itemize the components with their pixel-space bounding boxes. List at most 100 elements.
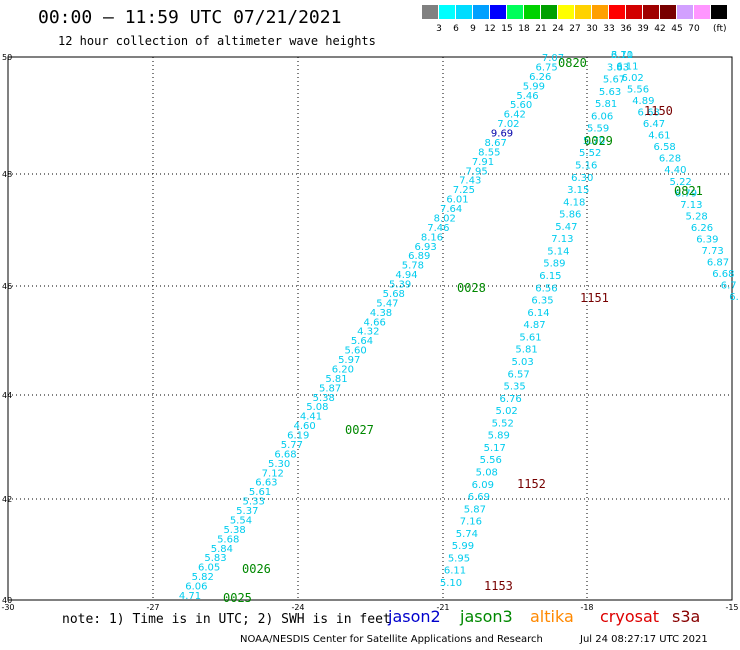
wave-height-value: 4.94 (395, 270, 417, 281)
wave-height-value: 6.19 (287, 431, 309, 442)
wave-height-value: 3.70 (611, 50, 633, 61)
wave-height-value: 5.47 (555, 222, 577, 233)
wave-height-value: 5.14 (547, 246, 569, 257)
wave-height-value: 5.17 (484, 443, 506, 454)
lat-label: 46 (2, 282, 12, 291)
lat-label: 42 (2, 495, 12, 504)
wave-height-value: 7.91 (472, 157, 494, 168)
pass-id-label: 0025 (223, 591, 252, 605)
lat-label: 50 (2, 53, 12, 62)
wave-height-value: 5.89 (543, 259, 565, 270)
wave-height-value: 4.66 (364, 317, 386, 328)
scale-label: 9 (470, 24, 476, 34)
wave-height-value: 5.68 (383, 289, 405, 300)
wave-height-value: 7.43 (459, 176, 481, 187)
pass-id-label: 0028 (457, 281, 486, 295)
wave-height-value: 7.73 (702, 246, 724, 257)
scale-swatch (507, 5, 523, 19)
wave-height-value: 6.11 (616, 62, 638, 73)
scale-label: 30 (586, 24, 598, 34)
wave-height-value: 5.78 (402, 261, 424, 272)
wave-height-value: 5.35 (503, 382, 525, 393)
wave-height-value: 6.26 (691, 223, 713, 234)
scale-swatch (626, 5, 642, 19)
wave-height-value: 5.86 (559, 210, 581, 221)
wave-height-value: 5.87 (319, 383, 341, 394)
wave-height-value: 5.60 (510, 100, 532, 111)
wave-height-value: 6.68 (712, 269, 734, 280)
wave-height-value: 5.39 (389, 280, 411, 291)
lon-label: -18 (580, 603, 593, 612)
footnote: note: 1) Time is in UTC; 2) SWH is in fe… (62, 612, 391, 627)
wave-height-value: 5.37 (236, 506, 258, 517)
pass-id-label: 1150 (644, 104, 673, 118)
wave-height-value: 6.02 (622, 73, 644, 84)
pass-labels: 0820 1150 0029 0821 0028 1151 0027 1152 0026 1153… (223, 56, 703, 605)
wave-height-value: 8.02 (434, 213, 456, 224)
wave-height-value: 6.79 (675, 188, 697, 199)
wave-height-value: 7.13 (680, 200, 702, 211)
wave-height-value: 4.61 (648, 131, 670, 142)
pass-id-label: 0029 (584, 134, 613, 148)
lat-label: 48 (2, 170, 12, 179)
scale-swatch (575, 5, 591, 19)
wave-height-value: 5.67 (603, 75, 625, 86)
scale-swatch (422, 5, 438, 19)
wave-height-value: 5.59 (587, 124, 609, 135)
wave-height-value: 5.70 (583, 136, 605, 147)
wave-height-value: 7.46 (427, 223, 449, 234)
scale-label: 33 (603, 24, 615, 34)
wave-height-value: 6.39 (696, 234, 718, 245)
wave-height-value: 6.68 (638, 108, 660, 119)
wave-height-value: 5.08 (306, 402, 328, 413)
wave-height-value: 5.30 (268, 459, 290, 470)
scale-swatch (541, 5, 557, 19)
wave-height-value: 6.75 (535, 62, 557, 73)
lon-label: -27 (146, 603, 159, 612)
wave-height-value: 5.52 (579, 148, 601, 159)
wave-height-value: 4.38 (370, 308, 392, 319)
wave-height-value: 5.56 (627, 85, 649, 96)
lon-label: -24 (291, 603, 304, 612)
wave-height-value: 7.95 (465, 166, 487, 177)
wave-height-value: 6.14 (527, 308, 549, 319)
map-frame (7, 56, 733, 601)
scale-swatch (609, 5, 625, 19)
wave-height-value: 6.42 (504, 110, 526, 121)
satellite-name: cryosat (600, 607, 660, 626)
wave-height-value: 5.89 (488, 431, 510, 442)
scale-swatch (439, 5, 455, 19)
scale-label: 36 (620, 24, 632, 34)
wave-height-value: 7.25 (453, 185, 475, 196)
lat-label: 40 (2, 596, 12, 605)
wave-height-value: 6.63 (255, 478, 277, 489)
satellite-name: jason3 (460, 607, 513, 626)
wave-height-value: 8.67 (485, 138, 507, 149)
wave-height-value: 6.68 (274, 449, 296, 460)
wave-height-value: 5.99 (523, 81, 545, 92)
scale-label: 70 (688, 24, 700, 34)
wave-height-value: 5.54 (230, 515, 252, 526)
scale-label: 18 (518, 24, 530, 34)
wave-height-value: 5.81 (515, 345, 537, 356)
wave-height-value: 5.84 (211, 544, 233, 555)
satellite-name: altika (530, 607, 574, 626)
wave-height-value: 5.81 (325, 374, 347, 385)
pass-id-label: 0821 (674, 184, 703, 198)
wave-height-value: 3.15 (567, 185, 589, 196)
wave-height-value: 6.69 (468, 492, 490, 503)
map-title: 00:00 – 11:59 UTC 07/21/2021 (38, 7, 342, 28)
wave-height-value: 6.58 (654, 142, 676, 153)
scale-label: 15 (501, 24, 513, 34)
wave-height-value: 3.83 (607, 62, 629, 73)
credit-line: NOAA/NESDIS Center for Satellite Applica… (240, 634, 543, 645)
scale-label: 3 (436, 24, 442, 34)
lat-label: 44 (2, 391, 12, 400)
wave-height-value: 6.06 (185, 582, 207, 593)
wave-height-value: 5.16 (575, 161, 597, 172)
scale-label: 45 (671, 24, 683, 34)
scale-swatch (711, 5, 727, 19)
wave-height-value: 6. (729, 292, 739, 303)
wave-height-value: 5.81 (595, 99, 617, 110)
